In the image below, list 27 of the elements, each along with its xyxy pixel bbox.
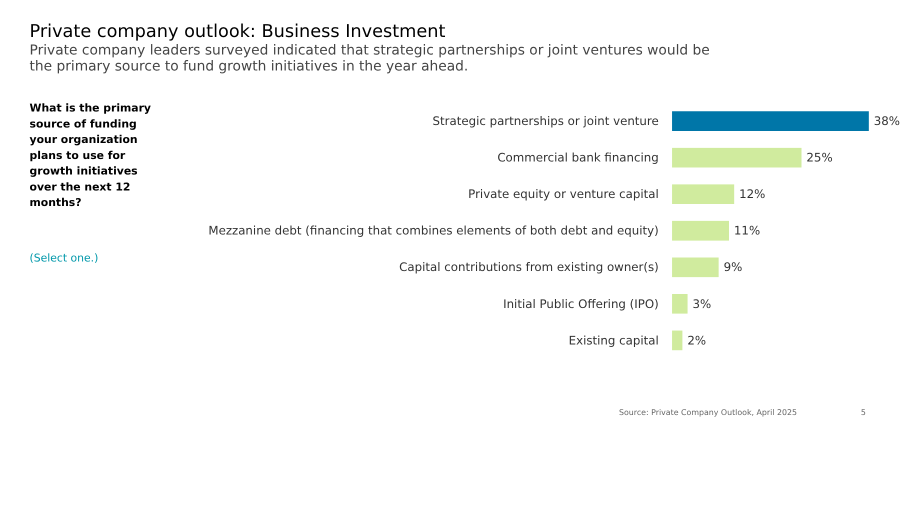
y-tick-label: Capital contributions from existing owner(s): [399, 260, 659, 274]
text: 5: [860, 408, 866, 417]
bar: [672, 111, 869, 131]
bar: [672, 220, 730, 241]
text: (Select one.): [30, 251, 98, 264]
text: What is the primary source of funding your organization plans to use for growth initiatives over the next 12 months?: [30, 102, 151, 210]
text: Private company outlook: Business Investment: [30, 22, 446, 42]
data-label: 25%: [806, 150, 833, 165]
data-label: 11%: [734, 224, 760, 238]
data-label: 12%: [739, 187, 766, 202]
bar: [672, 330, 682, 350]
y-tick-label: Strategic partnerships or joint venture: [432, 114, 659, 128]
y-tick-label: Mezzanine debt (financing that combines elements of both debt and equity): [208, 224, 659, 238]
data-label: 3%: [692, 296, 712, 311]
y-tick-label: Commercial bank financing: [497, 150, 659, 165]
bar: [672, 148, 802, 168]
data-label: 2%: [687, 333, 706, 348]
data-label: 9%: [724, 260, 742, 274]
text: Private company leaders surveyed indicated that strategic partnerships or joint ventures would be the primary source to fund growth initiatives in the year ahead.: [30, 42, 710, 74]
y-tick-label: Existing capital: [568, 333, 659, 348]
bar: [672, 257, 719, 278]
y-tick-label: Private equity or venture capital: [468, 187, 659, 202]
data-label: 38%: [874, 114, 900, 128]
y-tick-label: Initial Public Offering (IPO): [503, 296, 659, 311]
bar: [672, 294, 688, 314]
source-note: Source: Private Company Outlook, April 2025: [619, 408, 798, 417]
bar: [672, 184, 734, 204]
